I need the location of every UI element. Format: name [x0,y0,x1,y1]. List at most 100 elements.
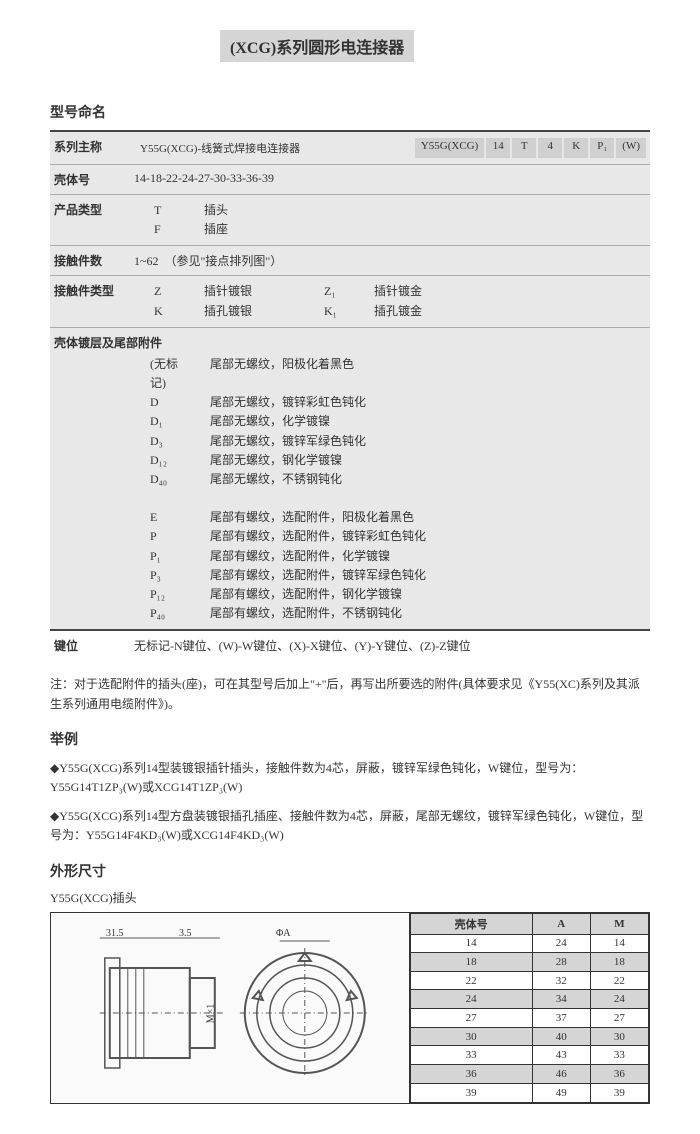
dim-row: 273727 [410,1009,648,1028]
spec-ctype-row: 接触件类型 Z插针镀银Z₁插针镀金K插孔镀银K₁插孔镀金 [50,275,650,326]
type-value: T插头F插座 [130,199,650,241]
dim-cell: 34 [532,990,590,1009]
dim-cell: 49 [532,1083,590,1102]
spec-contacts-row: 接触件数 1~62 （参见"接点排列图"） [50,245,650,275]
plating-item: D₃尾部无螺纹，镀锌军绿色钝化 [130,432,426,451]
plating-item [130,489,426,508]
dim-table: 壳体号AM 1424141828182232222434242737273040… [410,913,649,1103]
dim-cell: 32 [532,971,590,990]
dim-row: 223222 [410,971,648,990]
dim-th: M [590,913,648,934]
dim-area: 31.5 3.5 ΦA M×1 [50,912,650,1104]
dim-cell: 40 [532,1027,590,1046]
dim-row: 334333 [410,1046,648,1065]
dim-cell: 24 [590,990,648,1009]
mp3: 4 [538,138,562,158]
dim-cell: 28 [532,953,590,972]
key-label: 键位 [50,635,130,656]
ctype-item: Z插针镀银Z₁插针镀金 [134,282,646,301]
mp0: Y55G(XCG) [415,138,484,158]
dim-cell: 24 [532,934,590,953]
spec-series-row: 系列主称 Y55G(XCG)-线簧式焊接电连接器 Y55G(XCG) 14 T … [50,130,650,164]
dim-th: 壳体号 [410,913,532,934]
example-1: ◆Y55G(XCG)系列14型装镀银插针插头，接触件数为4芯，屏蔽，镀锌军绿色钝… [50,759,650,797]
section-example: 举例 [50,729,650,749]
type-item: T插头 [134,201,646,220]
spec-block: 系列主称 Y55G(XCG)-线簧式焊接电连接器 Y55G(XCG) 14 T … [50,130,650,660]
dim-row: 304030 [410,1027,648,1046]
ctype-label: 接触件类型 [50,280,130,301]
plating-item: P₁尾部有螺纹，选配附件，化学镀镍 [130,547,426,566]
dim-row: 364636 [410,1065,648,1084]
series-value: Y55G(XCG)-线簧式焊接电连接器 Y55G(XCG) 14 T 4 K P… [130,136,650,160]
dim-d2: 3.5 [179,928,192,939]
dim-cell: 33 [410,1046,532,1065]
dim-row: 243424 [410,990,648,1009]
dim-row: 394939 [410,1083,648,1102]
section-dims: 外形尺寸 [50,861,650,881]
shell-value: 14-18-22-24-27-30-33-36-39 [130,169,650,188]
type-label: 产品类型 [50,199,130,220]
note-1: 注：对于选配附件的插头(座)，可在其型号后加上"+"后，再写出所要选的附件(具体… [50,675,650,713]
spec-key-row: 键位 无标记-N键位、(W)-W键位、(X)-X键位、(Y)-Y键位、(Z)-Z… [50,629,650,660]
spec-shell-row: 壳体号 14-18-22-24-27-30-33-36-39 [50,164,650,194]
spec-type-row: 产品类型 T插头F插座 [50,194,650,245]
plating-item: P尾部有螺纹，选配附件，镀锌彩虹色钝化 [130,527,426,546]
shell-label: 壳体号 [50,169,130,190]
dim-cell: 24 [410,990,532,1009]
plating-value: (无标记)尾部无螺纹，阳极化着黑色D尾部无螺纹，镀锌彩虹色钝化D₁尾部无螺纹，化… [50,353,430,626]
plating-item: (无标记)尾部无螺纹，阳极化着黑色 [130,355,426,393]
drawing-svg [51,913,409,1103]
key-value: 无标记-N键位、(W)-W键位、(X)-X键位、(Y)-Y键位、(Z)-Z键位 [130,635,650,656]
dim-cell: 36 [590,1065,648,1084]
ctype-item: K插孔镀银K₁插孔镀金 [134,302,646,321]
ctype-value: Z插针镀银Z₁插针镀金K插孔镀银K₁插孔镀金 [130,280,650,322]
spec-plating-row: 壳体镀层及尾部附件 (无标记)尾部无螺纹，阳极化着黑色D尾部无螺纹，镀锌彩虹色钝… [50,327,650,630]
dim-cell: 36 [410,1065,532,1084]
dim-cell: 30 [590,1027,648,1046]
series-text: Y55G(XCG)-线簧式焊接电连接器 [134,138,413,158]
dim-th: A [532,913,590,934]
dim-cell: 22 [590,971,648,990]
dim-cell: 22 [410,971,532,990]
dim-cell: 39 [410,1083,532,1102]
plating-item: P₄₀尾部有螺纹，选配附件，不锈钢钝化 [130,604,426,623]
dim-cell: 14 [410,934,532,953]
dim-cell: 30 [410,1027,532,1046]
plating-item: D₄₀尾部无螺纹，不锈钢钝化 [130,470,426,489]
type-item: F插座 [134,220,646,239]
section-naming: 型号命名 [50,102,650,122]
plating-item: D₁尾部无螺纹，化学镀镍 [130,412,426,431]
dim-caption: Y55G(XCG)插头 [50,889,650,906]
mp1: 14 [486,138,510,158]
series-label: 系列主称 [50,136,130,157]
dim-cell: 46 [532,1065,590,1084]
plating-item: P₁₂尾部有螺纹，选配附件，钢化学镀镍 [130,585,426,604]
plating-item: D₁₂尾部无螺纹，钢化学镀镍 [130,451,426,470]
dim-cell: 18 [410,953,532,972]
dim-cell: 18 [590,953,648,972]
dim-cell: 14 [590,934,648,953]
plating-item: D尾部无螺纹，镀锌彩虹色钝化 [130,393,426,412]
plating-item: P₃尾部有螺纹，选配附件，镀锌军绿色钝化 [130,566,426,585]
dim-row: 142414 [410,934,648,953]
dim-cell: 27 [590,1009,648,1028]
dim-row: 182818 [410,953,648,972]
dim-d4: M×1 [205,1003,216,1023]
dim-cell: 43 [532,1046,590,1065]
contacts-value: 1~62 （参见"接点排列图"） [130,250,650,271]
mp5: P₁ [590,138,614,158]
dim-drawing: 31.5 3.5 ΦA M×1 [51,913,410,1103]
dim-cell: 33 [590,1046,648,1065]
plating-item: E尾部有螺纹，选配附件，阳极化着黑色 [130,508,426,527]
dim-cell: 39 [590,1083,648,1102]
dim-d1: 31.5 [106,928,124,939]
dim-cell: 37 [532,1009,590,1028]
dim-cell: 27 [410,1009,532,1028]
example-2: ◆Y55G(XCG)系列14型方盘装镀银插孔插座、接触件数为4芯，屏蔽，尾部无螺… [50,807,650,845]
mp2: T [512,138,536,158]
page-title: (XCG)系列圆形电连接器 [220,30,414,62]
dim-d3: ΦA [276,928,291,939]
plating-label: 壳体镀层及尾部附件 [50,332,166,353]
mp4: K [564,138,588,158]
